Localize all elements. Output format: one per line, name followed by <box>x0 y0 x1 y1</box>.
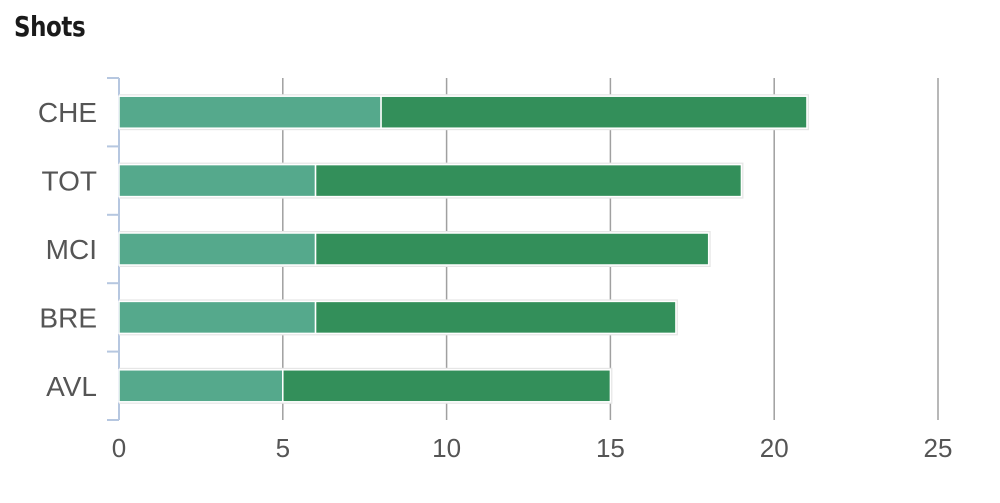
category-label-che: CHE <box>38 97 97 128</box>
tick-label-20: 20 <box>760 433 789 463</box>
bar-mci-segment-2 <box>314 232 710 266</box>
bar-bre-segment-2 <box>314 300 677 335</box>
bar-bre-segment-1 <box>118 300 317 335</box>
bar-avl-segment-2 <box>282 369 612 403</box>
tick-labels: 0 5 10 15 20 25 <box>112 433 953 463</box>
bar-mci-segment-1 <box>118 232 317 266</box>
bars <box>118 94 809 404</box>
tick-label-5: 5 <box>276 433 290 463</box>
category-label-tot: TOT <box>42 166 97 197</box>
chart-title: Shots <box>14 10 86 43</box>
category-axis <box>107 77 120 421</box>
bar-avl-segment-1 <box>118 369 284 403</box>
category-label-bre: BRE <box>39 302 97 333</box>
tick-label-10: 10 <box>432 433 461 463</box>
tick-label-15: 15 <box>596 433 625 463</box>
category-labels: CHE TOT MCI BRE AVL <box>38 97 97 402</box>
tick-label-25: 25 <box>924 433 953 463</box>
bar-tot-segment-2 <box>314 163 743 198</box>
bar-che-segment-2 <box>380 95 808 129</box>
category-label-mci: MCI <box>46 234 97 265</box>
bar-che-segment-1 <box>118 95 382 129</box>
bar-tot-segment-1 <box>118 163 317 198</box>
tick-label-0: 0 <box>112 433 126 463</box>
category-label-avl: AVL <box>46 371 97 402</box>
